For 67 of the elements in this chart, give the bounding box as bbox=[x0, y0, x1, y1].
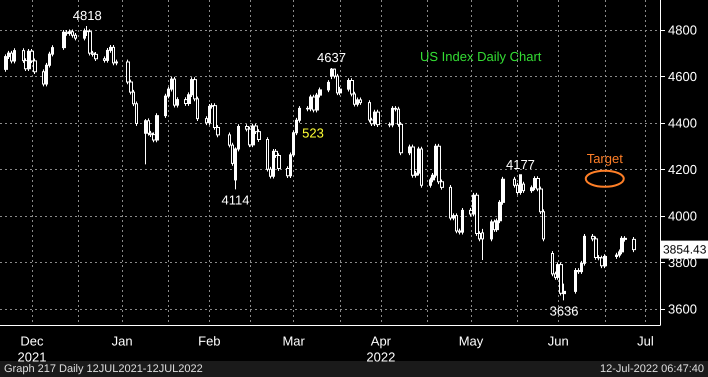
candlestick bbox=[68, 28, 72, 36]
candlestick bbox=[632, 236, 636, 253]
candlestick bbox=[519, 174, 522, 196]
candlestick bbox=[594, 236, 598, 260]
annotation: 523 bbox=[302, 126, 324, 140]
annotation: 4177 bbox=[506, 156, 535, 172]
x-tick-label: Feb bbox=[198, 334, 221, 348]
x-tick-label: Apr 2022 bbox=[366, 334, 396, 364]
candlestick bbox=[455, 212, 458, 234]
x-tick-label: Dec 2021 bbox=[18, 334, 46, 364]
candlestick bbox=[574, 268, 577, 294]
candlestick bbox=[411, 144, 415, 178]
candlestick bbox=[106, 48, 109, 64]
candlestick bbox=[10, 50, 13, 64]
y-tick-label: 4400 bbox=[668, 116, 697, 131]
candlestick bbox=[272, 148, 275, 180]
candlestick bbox=[490, 219, 493, 242]
candlestick bbox=[327, 80, 330, 93]
annotation: 4637 bbox=[316, 50, 346, 66]
y-tick-label: 3600 bbox=[668, 301, 697, 316]
candlestick bbox=[368, 100, 371, 123]
candlestick bbox=[461, 208, 464, 235]
x-tick-label: Jun bbox=[548, 334, 569, 348]
annotation: 4114 bbox=[222, 192, 250, 208]
candlestick bbox=[62, 29, 66, 50]
candlestick bbox=[330, 68, 333, 80]
candlestick bbox=[615, 252, 618, 260]
candlestick bbox=[391, 106, 394, 128]
x-tick-label: Jul bbox=[637, 334, 654, 348]
candlestick bbox=[277, 152, 281, 172]
y-tick-label: 4200 bbox=[668, 162, 697, 177]
y-tick-label: 4800 bbox=[668, 22, 697, 38]
text: 12-Jul-2022 06:47:40 bbox=[600, 363, 704, 375]
candlestick bbox=[71, 28, 74, 38]
candlestick bbox=[83, 28, 86, 41]
candlestick bbox=[251, 123, 255, 148]
candlestick bbox=[481, 228, 484, 260]
candlestick bbox=[449, 184, 452, 221]
candlestick bbox=[112, 44, 115, 66]
x-tick-label: May bbox=[458, 334, 484, 348]
candlestick bbox=[551, 250, 554, 277]
y-tick-label: 4000 bbox=[668, 208, 697, 224]
candlestick bbox=[94, 52, 98, 62]
candlestick bbox=[420, 146, 423, 188]
annotation: 4818 bbox=[72, 8, 102, 23]
candlestick bbox=[620, 236, 624, 255]
annotation: 3854.43 bbox=[663, 242, 707, 257]
annotation: Target bbox=[586, 150, 624, 166]
candlestick bbox=[144, 118, 147, 165]
candlestick bbox=[173, 76, 176, 108]
candlestick bbox=[155, 112, 159, 143]
candlestick bbox=[603, 254, 607, 269]
candlestick bbox=[13, 48, 16, 64]
candlestick bbox=[4, 54, 8, 72]
candlestick bbox=[429, 177, 432, 188]
annotation: 3636 bbox=[550, 303, 579, 318]
y-tick-label: 4600 bbox=[668, 69, 697, 84]
x-tick-label: Mar bbox=[282, 334, 306, 348]
x-tick-label: Jan bbox=[112, 334, 133, 348]
candlestick bbox=[559, 262, 563, 296]
candlestick bbox=[376, 109, 380, 128]
caption: Graph 217 Daily 12JUL2021-12JUL2022 bbox=[4, 363, 203, 375]
text: US Index Daily Chart bbox=[420, 49, 542, 64]
candlestick bbox=[359, 97, 362, 106]
candlestick bbox=[74, 32, 77, 41]
candlestick bbox=[208, 104, 211, 126]
candlestick bbox=[88, 28, 92, 56]
